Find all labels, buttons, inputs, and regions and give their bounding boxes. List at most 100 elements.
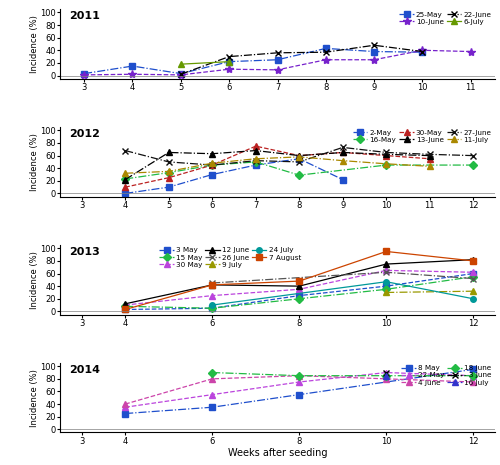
30 May <box>383 267 389 273</box>
Line: 6-July: 6-July <box>178 59 232 67</box>
11-July <box>209 160 215 166</box>
7 August <box>383 249 389 254</box>
10-June <box>323 57 329 62</box>
30-May <box>166 175 172 180</box>
12 June <box>296 283 302 289</box>
30 May <box>122 302 128 308</box>
22 May <box>470 373 476 379</box>
25-May <box>323 46 329 51</box>
2-May <box>122 191 128 196</box>
Line: 25-May: 25-May <box>82 46 426 76</box>
22 May <box>122 405 128 410</box>
Line: 27-June: 27-June <box>122 144 476 168</box>
30-May <box>296 153 302 159</box>
25-May <box>178 71 184 76</box>
Line: 2-May: 2-May <box>122 156 346 196</box>
Legend: 25-May, 10-June, 22-June, 6-July: 25-May, 10-June, 22-June, 6-July <box>400 12 492 25</box>
27-June <box>296 159 302 165</box>
Line: 22-June: 22-June <box>178 42 426 78</box>
Text: 2013: 2013 <box>68 247 100 257</box>
25-May <box>420 49 426 55</box>
Line: 30 May: 30 May <box>122 267 476 308</box>
27-June <box>427 152 433 157</box>
4 June <box>470 379 476 385</box>
Line: 3 May: 3 May <box>122 271 476 312</box>
2-May <box>166 184 172 190</box>
7 August <box>470 258 476 264</box>
4 June <box>122 401 128 407</box>
30-May <box>427 156 433 161</box>
24 July <box>470 296 476 301</box>
16-May <box>209 162 215 168</box>
18 June <box>296 373 302 379</box>
Line: 30-May: 30-May <box>122 143 432 190</box>
13-June <box>427 153 433 159</box>
15 May <box>122 304 128 309</box>
16-May <box>166 170 172 175</box>
10-June <box>226 66 232 72</box>
22 May <box>383 370 389 375</box>
30-May <box>340 150 346 155</box>
8 May <box>296 392 302 398</box>
Line: 16-May: 16-May <box>122 159 476 182</box>
30 May <box>470 270 476 275</box>
27-June <box>470 153 476 159</box>
6-July <box>226 59 232 65</box>
Y-axis label: Incidence (%): Incidence (%) <box>30 133 38 191</box>
X-axis label: Weeks after seeding: Weeks after seeding <box>228 448 327 458</box>
25-May <box>371 49 377 54</box>
30-May <box>209 162 215 168</box>
Line: 18 June: 18 June <box>210 370 476 379</box>
12 June <box>470 257 476 262</box>
3 May <box>383 283 389 289</box>
30-May <box>253 143 259 149</box>
Y-axis label: Incidence (%): Incidence (%) <box>30 15 38 73</box>
11-July <box>340 158 346 163</box>
11-July <box>166 169 172 174</box>
10-June <box>468 49 474 54</box>
10-June <box>178 72 184 78</box>
2-May <box>340 177 346 182</box>
Text: 2014: 2014 <box>68 365 100 375</box>
16-May <box>470 162 476 168</box>
13-June <box>166 150 172 155</box>
10-June <box>130 72 136 77</box>
22-June <box>178 72 184 77</box>
3 May <box>122 307 128 312</box>
27-June <box>383 150 389 155</box>
3 May <box>470 271 476 276</box>
13-June <box>383 152 389 157</box>
27-June <box>166 159 172 165</box>
6-July <box>178 61 184 67</box>
7 August <box>296 279 302 284</box>
24 July <box>209 302 215 308</box>
Legend: 3 May, 15 May, 30 May, 12 June, 26 June, 9 July, 24 July, 7 August: 3 May, 15 May, 30 May, 12 June, 26 June,… <box>160 247 301 268</box>
Line: 9 July: 9 July <box>384 288 476 295</box>
7 August <box>122 307 128 312</box>
15 May <box>296 296 302 301</box>
Text: 2012: 2012 <box>68 129 100 140</box>
11-July <box>427 164 433 169</box>
2-May <box>209 172 215 177</box>
18 June <box>383 373 389 379</box>
27-June <box>253 158 259 163</box>
11-July <box>122 171 128 176</box>
16-May <box>383 162 389 168</box>
18 June <box>470 373 476 379</box>
25-May <box>130 63 136 69</box>
13-June <box>340 150 346 155</box>
Line: 15 May: 15 May <box>122 274 476 311</box>
3 May <box>209 306 215 311</box>
22-June <box>323 49 329 55</box>
13-June <box>122 177 128 182</box>
13-June <box>209 151 215 157</box>
Legend: 2-May, 16-May, 30-May, 13-June, 27-June, 11-July: 2-May, 16-May, 30-May, 13-June, 27-June,… <box>353 129 492 143</box>
11-July <box>383 161 389 166</box>
22-June <box>226 54 232 60</box>
24 July <box>383 279 389 285</box>
12 June <box>122 301 128 306</box>
Line: 8 May: 8 May <box>122 366 476 416</box>
10-June <box>81 72 87 78</box>
27-June <box>122 148 128 153</box>
Line: 12 June: 12 June <box>122 257 476 306</box>
